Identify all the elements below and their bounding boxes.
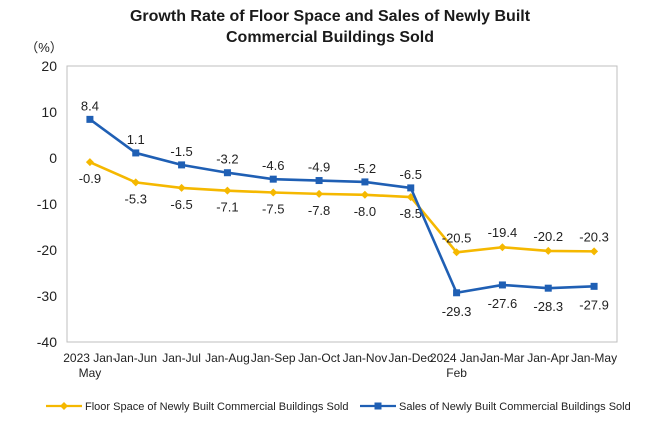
data-label: -4.9 — [308, 160, 330, 175]
x-tick-label: 2024 Jan-Feb — [430, 351, 483, 380]
y-tick-label: -20 — [37, 242, 57, 258]
x-tick-label: Jan-Dec — [388, 351, 433, 365]
data-point — [85, 158, 94, 167]
data-label: -29.3 — [442, 304, 472, 319]
data-label: 8.4 — [81, 98, 99, 113]
data-label: -4.6 — [262, 158, 284, 173]
data-point — [86, 115, 94, 123]
data-point — [590, 247, 599, 256]
data-point — [223, 169, 231, 177]
legend-label: Sales of Newly Built Commercial Building… — [399, 401, 631, 413]
data-label: -5.2 — [354, 161, 376, 176]
data-label: -20.3 — [579, 229, 609, 244]
data-point — [361, 178, 369, 186]
y-tick-label: -40 — [37, 334, 57, 350]
legend-marker — [374, 402, 382, 410]
y-tick-label: -10 — [37, 196, 57, 212]
x-tick-label: Jan-Apr — [527, 351, 569, 365]
series-0: -0.9 -5.3 -6.5 -7.1 -7.5 -7.8 -8.0 -8.5 -20.5 -19… — [79, 158, 609, 257]
data-point — [590, 282, 598, 290]
series-1: 8.4 1.1 -1.5 -3.2 -4.6 -4.9 -5.2 -6.5 -29.3 -27.6… — [81, 98, 609, 318]
data-label: -6.5 — [170, 197, 192, 212]
x-tick-label: Jan-Aug — [205, 351, 250, 365]
data-label: -7.5 — [262, 202, 284, 217]
data-point — [177, 183, 186, 192]
data-point — [132, 149, 140, 157]
data-point — [315, 189, 324, 198]
y-tick-label: 20 — [41, 58, 57, 74]
data-label: -27.6 — [488, 296, 518, 311]
data-point — [498, 243, 507, 252]
data-label: -8.0 — [354, 204, 376, 219]
x-tick-label: Jan-Sep — [251, 351, 296, 365]
x-tick-label: Jan-Nov — [343, 351, 388, 365]
chart-title-line-2: Commercial Buildings Sold — [225, 29, 435, 46]
data-label: -6.5 — [400, 167, 422, 182]
data-point — [269, 188, 278, 197]
y-tick-label: 10 — [41, 104, 57, 120]
data-label: -7.1 — [216, 200, 238, 215]
y-tick-label: 0 — [49, 150, 57, 166]
legend: Floor Space of Newly Built Commercial Bu… — [46, 401, 631, 413]
y-axis-label: （%） — [25, 40, 63, 55]
series-line — [89, 118, 595, 295]
y-tick-label: -30 — [37, 288, 57, 304]
data-point — [498, 281, 506, 289]
x-tick-label: Jan-Mar — [480, 351, 524, 365]
data-label: -5.3 — [125, 191, 147, 206]
data-label: -8.5 — [400, 206, 422, 221]
data-label: -20.2 — [533, 229, 563, 244]
legend-marker — [60, 402, 68, 410]
data-point — [315, 177, 323, 185]
plot-area-border — [66, 65, 618, 343]
data-point — [544, 284, 552, 292]
x-tick-label: Jan-Oct — [298, 351, 341, 365]
data-label: 1.1 — [127, 132, 145, 147]
legend-label: Floor Space of Newly Built Commercial Bu… — [85, 401, 349, 413]
data-label: -27.9 — [579, 297, 609, 312]
data-label: -28.3 — [533, 299, 563, 314]
data-point — [223, 186, 232, 195]
x-tick-label: Jan-May — [571, 351, 617, 365]
data-label: -20.5 — [442, 230, 472, 245]
data-point — [452, 248, 461, 257]
chart-title-line-1: Growth Rate of Floor Space and Sales of … — [129, 8, 531, 25]
x-tick-label: Jan-Jul — [162, 351, 201, 365]
data-point — [131, 178, 140, 187]
data-point — [360, 190, 369, 199]
data-point — [178, 161, 186, 169]
data-label: -3.2 — [216, 152, 238, 167]
x-tick-label: Jan-Jun — [114, 351, 157, 365]
legend-item-1: Sales of Newly Built Commercial Building… — [360, 401, 631, 413]
legend-item-0: Floor Space of Newly Built Commercial Bu… — [46, 401, 349, 413]
x-tick-label: 2023 Jan-May — [63, 351, 116, 380]
data-label: -0.9 — [79, 171, 101, 186]
data-point — [453, 289, 461, 297]
data-point — [269, 175, 277, 183]
data-label: -19.4 — [488, 225, 518, 240]
data-label: -1.5 — [170, 144, 192, 159]
series-layer: -0.9 -5.3 -6.5 -7.1 -7.5 -7.8 -8.0 -8.5 -20.5 -19… — [79, 98, 609, 318]
data-point — [544, 246, 553, 255]
chart-title: Growth Rate of Floor Space and Sales of … — [0, 6, 660, 48]
data-point — [407, 184, 415, 192]
data-label: -7.8 — [308, 203, 330, 218]
series-line — [89, 160, 595, 254]
